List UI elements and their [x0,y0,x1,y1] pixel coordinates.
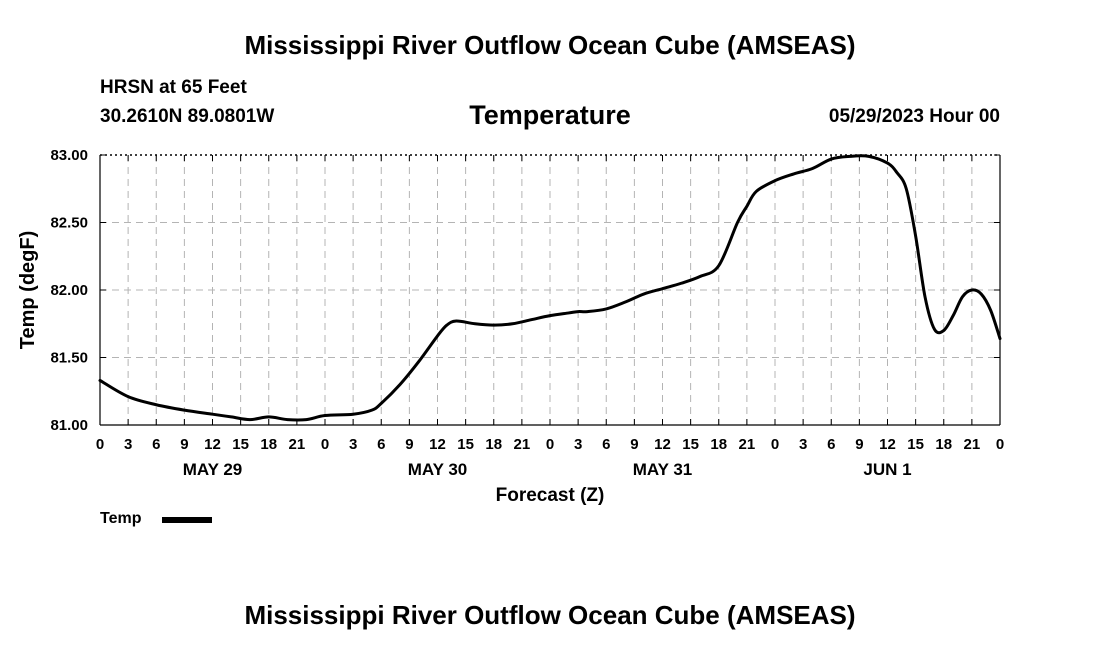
station-label: HRSN at 65 Feet [100,77,247,98]
x-tick-label: 15 [232,436,249,453]
x-tick-label: 3 [349,436,357,453]
x-tick-label: 12 [654,436,671,453]
x-tick-label: 21 [964,436,981,453]
x-tick-label: 15 [682,436,699,453]
y-tick-label: 81.50 [50,350,88,367]
x-tick-label: 3 [799,436,807,453]
day-label: MAY 31 [633,460,693,479]
coordinates-label: 30.2610N 89.0801W [100,106,275,127]
legend-label: Temp [100,510,142,527]
x-tick-label: 6 [152,436,160,453]
y-tick-label: 83.00 [50,147,88,164]
x-tick-label: 3 [124,436,132,453]
y-tick-label: 82.00 [50,282,88,299]
x-tick-label: 15 [457,436,474,453]
x-tick-label: 18 [710,436,727,453]
x-tick-label: 0 [996,436,1004,453]
x-tick-label: 9 [180,436,188,453]
x-tick-label: 18 [935,436,952,453]
day-label: MAY 29 [183,460,243,479]
temp-series-line [98,154,1002,422]
x-tick-label: 12 [879,436,896,453]
y-tick-label: 81.00 [50,417,88,434]
chart-main-title: Mississippi River Outflow Ocean Cube (AM… [244,30,856,60]
x-tick-label: 9 [855,436,863,453]
day-label: JUN 1 [863,460,911,479]
x-tick-label: 6 [602,436,610,453]
legend-swatch [162,517,212,523]
x-tick-label: 3 [574,436,582,453]
x-tick-label: 0 [96,436,104,453]
y-axis-title: Temp (degF) [17,231,39,350]
x-tick-label: 12 [429,436,446,453]
x-tick-label: 18 [485,436,502,453]
x-tick-label: 6 [827,436,835,453]
x-tick-label: 6 [377,436,385,453]
day-label: MAY 30 [408,460,468,479]
chart-footer-title: Mississippi River Outflow Ocean Cube (AM… [244,600,856,630]
x-tick-label: 21 [289,436,306,453]
x-tick-label: 0 [546,436,554,453]
x-tick-label: 9 [405,436,413,453]
x-tick-label: 0 [771,436,779,453]
x-tick-label: 0 [321,436,329,453]
x-axis-title: Forecast (Z) [496,485,605,506]
x-tick-label: 12 [204,436,221,453]
x-tick-label: 21 [739,436,756,453]
x-tick-label: 21 [514,436,531,453]
x-tick-label: 9 [630,436,638,453]
x-tick-label: 15 [907,436,924,453]
variable-title: Temperature [469,100,631,130]
datetime-label: 05/29/2023 Hour 00 [828,106,1000,127]
x-tick-label: 18 [260,436,277,453]
y-tick-label: 82.50 [50,215,88,232]
